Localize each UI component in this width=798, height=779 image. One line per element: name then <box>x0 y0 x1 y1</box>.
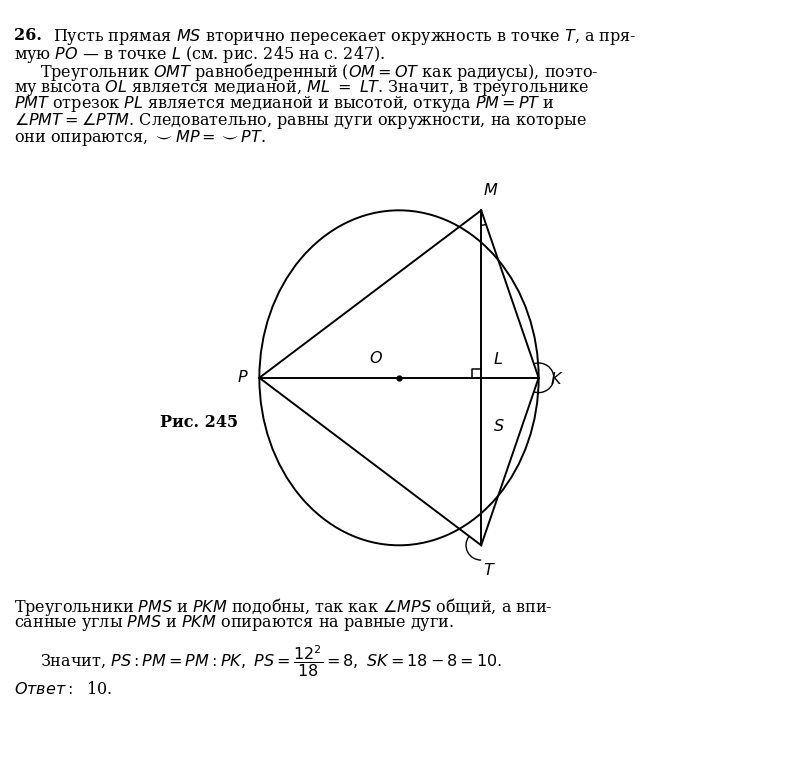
Text: санные углы $PMS$ и $PKM$ опираются на равные дуги.: санные углы $PMS$ и $PKM$ опираются на р… <box>14 612 454 633</box>
Text: $P$: $P$ <box>236 369 248 386</box>
Text: Пусть прямая $MS$ вторично пересекает окружность в точке $T$, а пря-: Пусть прямая $MS$ вторично пересекает ок… <box>53 27 636 48</box>
Text: $M$: $M$ <box>483 182 499 199</box>
Text: они опираются, $\smile MP = \smile PT$.: они опираются, $\smile MP = \smile PT$. <box>14 128 267 148</box>
Text: $\angle PMT = \angle PTM$. Следовательно, равны дуги окружности, на которые: $\angle PMT = \angle PTM$. Следовательно… <box>14 111 587 131</box>
Text: $S$: $S$ <box>493 418 505 435</box>
Text: му высота $OL$ является медианой, $ML\ =\ LT$. Значит, в треугольнике: му высота $OL$ является медианой, $ML\ =… <box>14 78 590 97</box>
Text: мую $PO$ — в точке $L$ (см. рис. 245 на с. 247).: мую $PO$ — в точке $L$ (см. рис. 245 на … <box>14 44 385 65</box>
Text: Рис. 245: Рис. 245 <box>160 414 238 431</box>
Text: $T$: $T$ <box>483 562 496 580</box>
Text: Треугольники $PMS$ и $PKM$ подобны, так как $\angle MPS$ общий, а впи-: Треугольники $PMS$ и $PKM$ подобны, так … <box>14 596 553 618</box>
Text: $K$: $K$ <box>550 371 563 388</box>
Text: 26.: 26. <box>14 27 48 44</box>
Text: Значит, $PS : PM = PM : PK,\ PS = \dfrac{12^2}{18} = 8,\ SK = 18 - 8 = 10.$: Значит, $PS : PM = PM : PK,\ PS = \dfrac… <box>40 643 502 679</box>
Text: Треугольник $OMT$ равнобедренный ($OM = OT$ как радиусы), поэто-: Треугольник $OMT$ равнобедренный ($OM = … <box>40 61 598 83</box>
Text: $L$: $L$ <box>493 351 503 368</box>
Text: $PMT$ отрезок $PL$ является медианой и высотой, откуда $PM = PT$ и: $PMT$ отрезок $PL$ является медианой и в… <box>14 94 555 115</box>
Text: $O$: $O$ <box>369 350 383 367</box>
Text: $\mathit{Ответ:}$  10.: $\mathit{Ответ:}$ 10. <box>14 682 113 698</box>
